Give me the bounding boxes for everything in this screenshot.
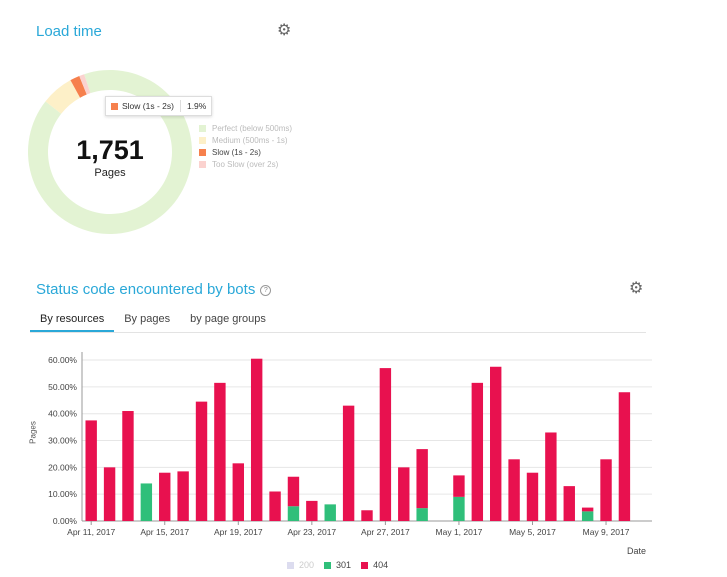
bar-404[interactable]	[416, 449, 428, 509]
x-tick-label: Apr 11, 2017	[67, 527, 115, 537]
bar-404[interactable]	[250, 358, 263, 521]
bar-301[interactable]	[453, 496, 465, 521]
y-tick-label: 20.00%	[48, 462, 77, 472]
bar-404[interactable]	[342, 405, 355, 521]
bar-404[interactable]	[508, 459, 520, 521]
bar-404[interactable]	[545, 432, 557, 521]
y-tick-label: 10.00%	[48, 489, 77, 499]
bar-404[interactable]	[600, 459, 612, 521]
bar-404[interactable]	[122, 411, 134, 521]
bar-404[interactable]	[287, 476, 300, 507]
donut-slice[interactable]	[70, 75, 87, 98]
bar-404[interactable]	[103, 467, 116, 521]
donut-tooltip: Slow (1s - 2s) 1.9%	[105, 96, 213, 116]
x-tick-label: Apr 15, 2017	[140, 527, 189, 537]
y-tick-label: 30.00%	[48, 436, 77, 446]
legend-item-perfect[interactable]: Perfect (below 500ms)	[199, 124, 292, 133]
bar-404[interactable]	[490, 366, 502, 521]
legend-301[interactable]: 301	[324, 560, 351, 570]
bar-404[interactable]	[232, 463, 244, 521]
tab-by-page-groups[interactable]: by page groups	[190, 313, 266, 325]
load-time-legend: Perfect (below 500ms) Medium (500ms - 1s…	[199, 124, 292, 169]
legend-404[interactable]: 404	[361, 560, 388, 570]
tooltip-swatch	[111, 102, 118, 110]
status-code-settings-gear-icon[interactable]: ⚙	[629, 280, 644, 297]
status-code-tabs: By resources By pages by page groups	[30, 309, 646, 333]
legend-swatch	[199, 161, 206, 168]
legend-label: Slow (1s - 2s)	[212, 148, 261, 157]
bar-404[interactable]	[563, 486, 575, 521]
bar-404[interactable]	[379, 368, 392, 521]
bar-404[interactable]	[453, 475, 465, 497]
x-tick-label: Apr 19, 2017	[214, 527, 263, 537]
bar-301[interactable]	[324, 504, 336, 521]
bar-404[interactable]	[195, 401, 208, 521]
bar-301[interactable]	[581, 511, 594, 521]
x-tick-label: May 5, 2017	[509, 527, 556, 537]
tooltip-label: Slow (1s - 2s)	[122, 101, 174, 111]
x-tick-label: Apr 27, 2017	[361, 527, 410, 537]
bar-404[interactable]	[581, 507, 594, 512]
legend-label: Too Slow (over 2s)	[212, 160, 279, 169]
load-time-settings-gear-icon[interactable]: ⚙	[277, 22, 292, 39]
legend-label: Perfect (below 500ms)	[212, 124, 293, 133]
bar-404[interactable]	[526, 472, 539, 521]
legend-label: 301	[336, 560, 352, 570]
legend-swatch	[199, 149, 206, 156]
bar-404[interactable]	[306, 500, 318, 521]
donut-slice[interactable]	[45, 80, 81, 114]
legend-swatch	[199, 125, 206, 132]
legend-swatch	[199, 137, 206, 144]
load-time-title: Load time	[36, 23, 102, 40]
legend-label: 404	[373, 560, 389, 570]
bar-404[interactable]	[214, 382, 226, 521]
bar-404[interactable]	[471, 382, 484, 521]
bar-404[interactable]	[361, 510, 373, 521]
bar-404[interactable]	[177, 471, 189, 521]
donut-slice[interactable]	[79, 74, 91, 95]
status-code-bar-chart: 0.00% 10.00% 20.00% 30.00% 40.00% 50.00% 60.00…	[48, 352, 652, 537]
x-tick-label: Apr 23, 2017	[287, 527, 336, 537]
bar-404[interactable]	[618, 392, 631, 521]
legend-swatch	[324, 561, 332, 569]
legend-label: Medium (500ms - 1s)	[212, 136, 288, 145]
status-code-title: Status code encountered by bots?	[36, 281, 272, 298]
tooltip-divider	[179, 100, 181, 112]
load-time-donut-chart	[27, 70, 192, 234]
pages-label: Pages	[94, 167, 126, 179]
y-tick-label: 40.00%	[48, 409, 77, 419]
tab-by-pages[interactable]: By pages	[124, 313, 171, 325]
legend-label: 200	[299, 560, 315, 570]
bar-301[interactable]	[140, 483, 153, 521]
bar-404[interactable]	[159, 472, 171, 521]
status-code-title-text: Status code encountered by bots	[36, 281, 256, 298]
y-tick-label: 0.00%	[53, 516, 78, 526]
y-tick-label: 50.00%	[48, 382, 77, 392]
bar-404[interactable]	[85, 420, 97, 521]
legend-swatch	[287, 561, 294, 569]
x-tick-label: May 1, 2017	[436, 527, 483, 537]
bar-301[interactable]	[287, 506, 300, 521]
x-tick-label: May 9, 2017	[583, 527, 630, 537]
legend-swatch	[361, 561, 369, 569]
status-code-legend: 200 301 404	[287, 560, 398, 570]
x-axis-label: Date	[627, 546, 647, 556]
tooltip-value: 1.9%	[186, 101, 207, 111]
tab-by-resources[interactable]: By resources	[30, 309, 115, 332]
bar-404[interactable]	[398, 467, 410, 521]
help-icon[interactable]: ?	[260, 284, 272, 296]
legend-item-medium[interactable]: Medium (500ms - 1s)	[199, 136, 292, 145]
pages-count: 1,751	[76, 135, 144, 165]
y-tick-label: 60.00%	[48, 355, 77, 365]
bar-404[interactable]	[269, 491, 281, 521]
legend-200[interactable]: 200	[287, 560, 314, 570]
bar-301[interactable]	[416, 508, 428, 521]
legend-item-too-slow[interactable]: Too Slow (over 2s)	[199, 160, 292, 169]
legend-item-slow[interactable]: Slow (1s - 2s)	[199, 148, 292, 157]
